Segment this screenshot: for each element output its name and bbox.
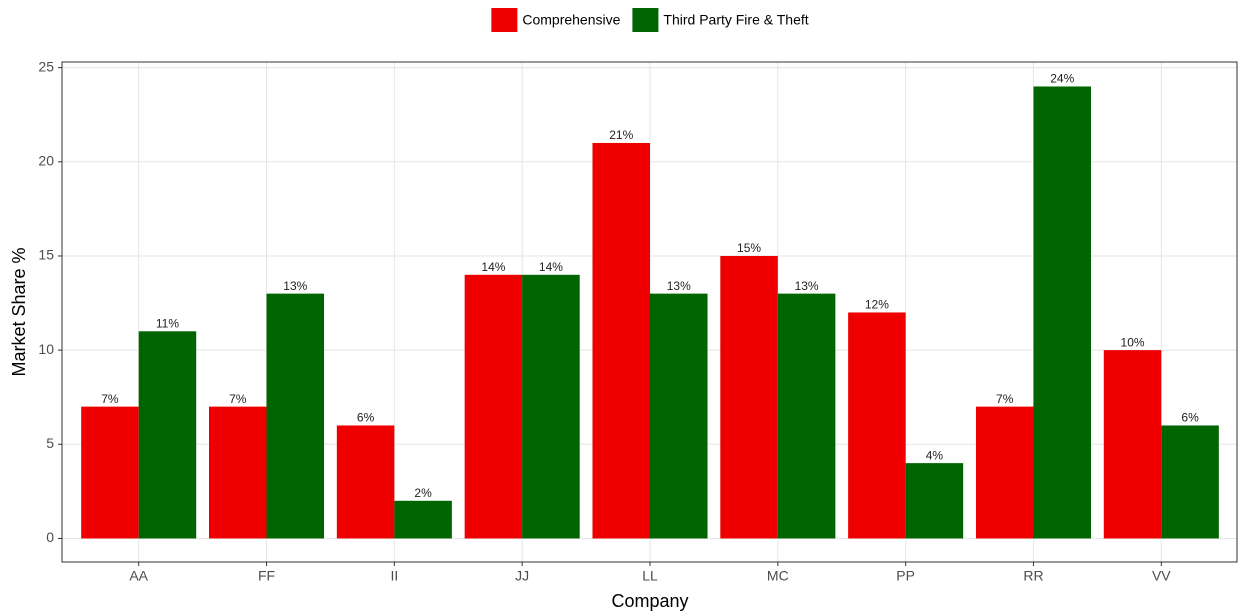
value-label: 13% <box>283 279 307 293</box>
value-label: 7% <box>229 392 247 406</box>
bar <box>336 425 395 539</box>
bar <box>1103 350 1162 539</box>
value-label: 12% <box>865 298 889 312</box>
y-tick-label: 15 <box>38 247 54 263</box>
legend-label: Third Party Fire & Theft <box>663 12 808 28</box>
panel-border <box>61 61 1238 563</box>
value-label: 2% <box>414 486 432 500</box>
x-tick-label: MC <box>767 568 789 584</box>
value-label: 6% <box>1181 411 1199 425</box>
y-tick-label: 5 <box>46 435 54 451</box>
x-tick-label: AA <box>129 568 148 584</box>
value-label: 10% <box>1121 335 1145 349</box>
value-label: 21% <box>609 128 633 142</box>
legend-swatch <box>632 8 659 32</box>
value-label: 11% <box>156 316 179 330</box>
value-label: 7% <box>996 392 1014 406</box>
value-label: 24% <box>1050 72 1074 86</box>
value-label: 14% <box>481 260 505 274</box>
bar <box>522 274 580 539</box>
y-tick-label: 20 <box>38 153 54 169</box>
bar <box>777 293 836 539</box>
bar <box>592 142 650 539</box>
bar <box>720 255 778 539</box>
bar <box>266 293 325 539</box>
y-tick-label: 0 <box>46 529 54 545</box>
bar <box>464 274 523 539</box>
bar <box>848 312 906 539</box>
x-tick-label: LL <box>642 568 658 584</box>
bar <box>138 331 197 539</box>
bar <box>209 406 267 539</box>
y-tick-label: 10 <box>38 341 54 357</box>
y-tick-label: 25 <box>38 58 54 74</box>
value-label: 15% <box>737 241 761 255</box>
x-tick-label: FF <box>258 568 275 584</box>
bar <box>81 406 139 539</box>
y-axis-title: Market Share % <box>9 247 29 376</box>
x-tick-label: II <box>390 568 398 584</box>
bar <box>905 463 964 539</box>
x-tick-label: RR <box>1023 568 1043 584</box>
legend-swatch <box>491 8 518 32</box>
x-tick-label: VV <box>1152 568 1171 584</box>
x-tick-label: PP <box>896 568 915 584</box>
bar <box>975 406 1034 539</box>
value-label: 7% <box>101 392 119 406</box>
value-label: 13% <box>667 279 691 293</box>
bar <box>1033 86 1091 539</box>
value-label: 4% <box>926 448 944 462</box>
x-axis-title: Company <box>611 591 688 611</box>
value-label: 13% <box>795 279 819 293</box>
value-label: 6% <box>357 411 375 425</box>
bar <box>394 500 452 539</box>
x-tick-label: JJ <box>515 568 529 584</box>
bar <box>1161 425 1219 539</box>
value-label: 14% <box>539 260 563 274</box>
bar <box>650 293 708 539</box>
legend-label: Comprehensive <box>522 12 620 28</box>
